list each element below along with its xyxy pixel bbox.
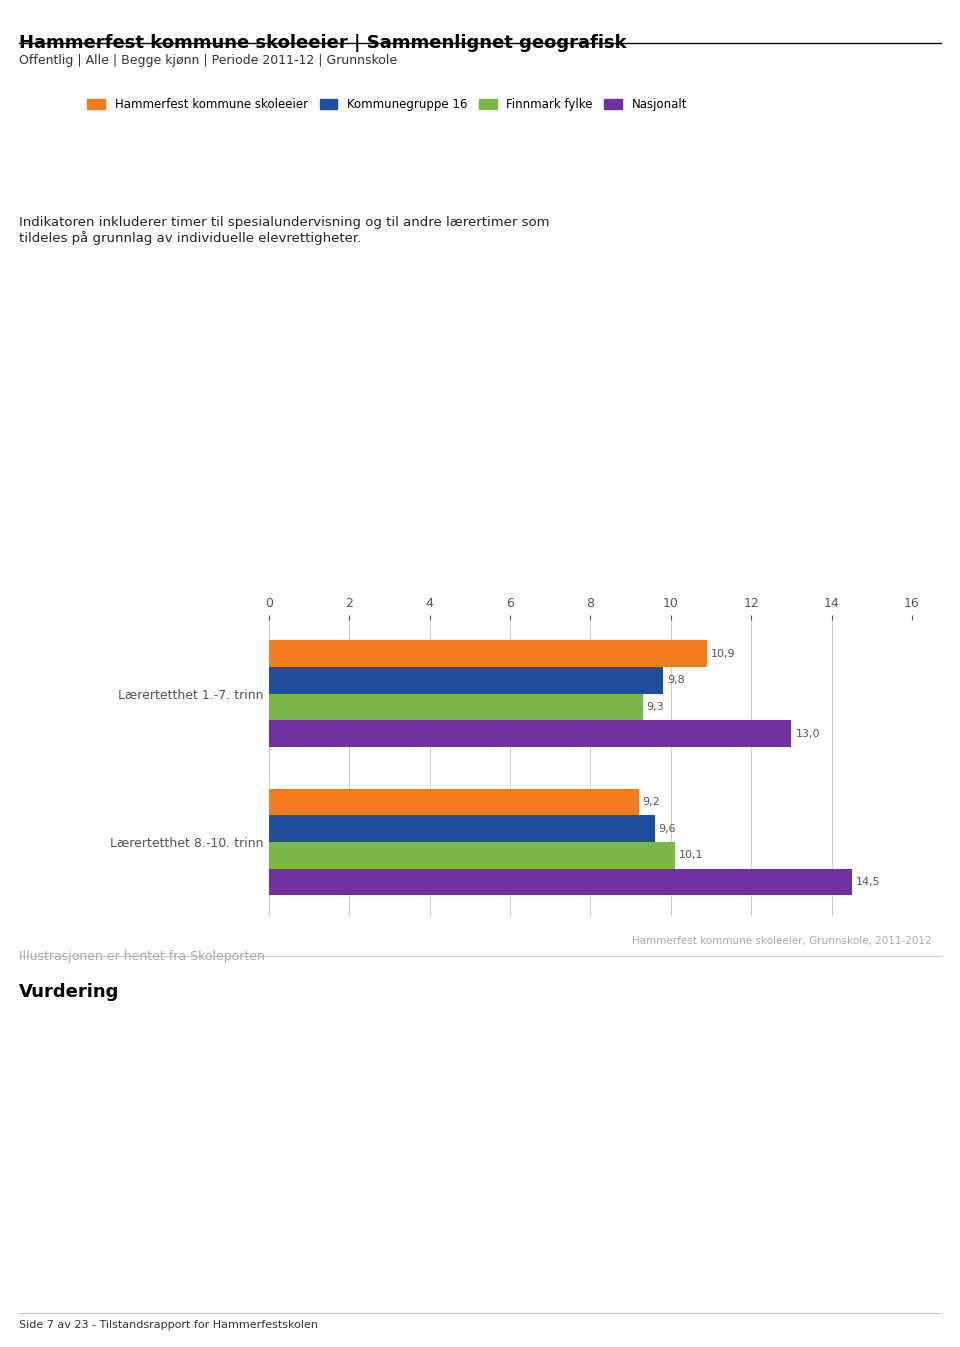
Text: 13,0: 13,0: [796, 729, 820, 738]
Text: Indikatoren inkluderer timer til spesialundervisning og til andre lærertimer som: Indikatoren inkluderer timer til spesial…: [19, 216, 550, 245]
Text: 9,3: 9,3: [647, 702, 664, 713]
Text: 14,5: 14,5: [855, 877, 880, 886]
Text: 9,6: 9,6: [659, 823, 677, 834]
Bar: [269, 788, 638, 815]
Text: Vurdering: Vurdering: [19, 983, 120, 1001]
Bar: [269, 815, 655, 842]
Text: Offentlig | Alle | Begge kjønn | Periode 2011-12 | Grunnskole: Offentlig | Alle | Begge kjønn | Periode…: [19, 54, 397, 67]
Bar: [269, 667, 662, 694]
Text: Hammerfest kommune skoleeier, Grunnskole, 2011-2012: Hammerfest kommune skoleeier, Grunnskole…: [632, 936, 931, 946]
Text: 9,8: 9,8: [667, 675, 684, 686]
Bar: [269, 721, 791, 748]
Bar: [269, 640, 707, 667]
Bar: [269, 694, 642, 721]
Text: Hammerfest kommune skoleeier | Sammenlignet geografisk: Hammerfest kommune skoleeier | Sammenlig…: [19, 34, 627, 51]
Text: 10,9: 10,9: [711, 649, 735, 659]
Legend: Hammerfest kommune skoleeier, Kommunegruppe 16, Finnmark fylke, Nasjonalt: Hammerfest kommune skoleeier, Kommunegru…: [83, 93, 691, 116]
Bar: [269, 842, 675, 869]
Bar: [269, 869, 852, 896]
Text: 9,2: 9,2: [642, 797, 660, 807]
Text: Side 7 av 23 - Tilstandsrapport for Hammerfestskolen: Side 7 av 23 - Tilstandsrapport for Hamm…: [19, 1320, 318, 1329]
Text: Illustrasjonen er hentet fra Skoleporten: Illustrasjonen er hentet fra Skoleporten: [19, 950, 265, 963]
Text: 10,1: 10,1: [679, 850, 704, 861]
